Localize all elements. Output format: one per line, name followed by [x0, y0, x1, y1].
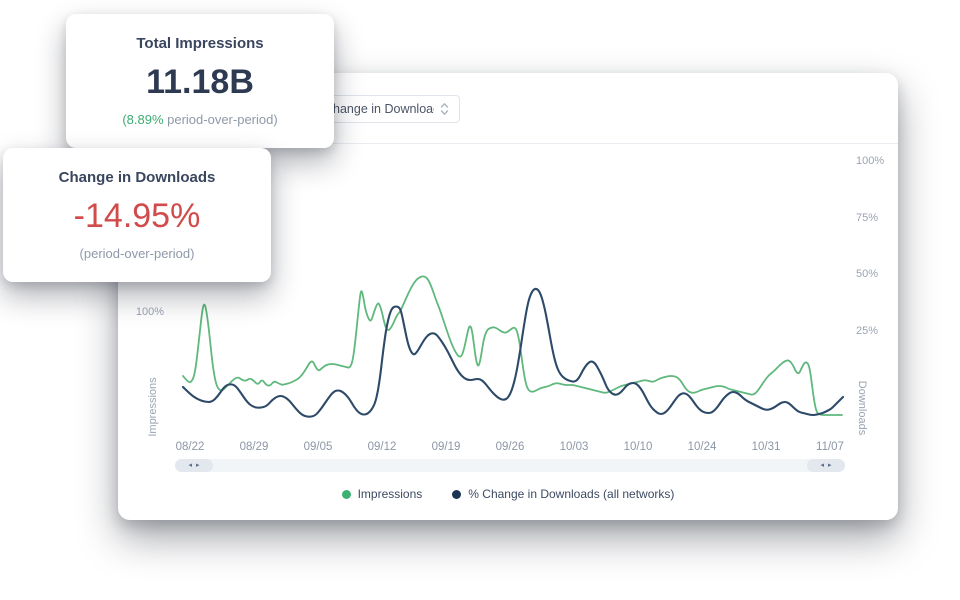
- x-axis-tick: 08/29: [239, 441, 269, 453]
- line-chart: [181, 275, 845, 418]
- chart-legend: Impressions % Change in Downloads (all ne…: [118, 487, 898, 501]
- scroll-arrow-left-icon: ◂: [820, 461, 824, 469]
- total-impressions-value: 11.18B: [146, 63, 254, 101]
- right-axis-tick: 100%: [856, 155, 885, 167]
- scroll-right-button[interactable]: ◂ ▸: [807, 459, 845, 472]
- legend-dot-icon: [452, 489, 462, 499]
- legend-item[interactable]: Impressions: [341, 487, 423, 501]
- scroll-arrow-right-icon: ▸: [828, 461, 832, 469]
- x-axis-tick: 10/24: [687, 441, 717, 453]
- legend-dot-icon: [341, 489, 351, 499]
- legend-label: Impressions: [357, 487, 423, 501]
- metric-select-value: Change in Downloads: [324, 102, 434, 116]
- x-axis-tick: 10/03: [559, 441, 589, 453]
- card-title: Total Impressions: [136, 35, 264, 52]
- x-axis-tick: 09/19: [431, 441, 461, 453]
- metric-select[interactable]: Change in Downloads: [310, 95, 460, 123]
- x-axis-tick: 10/31: [751, 441, 781, 453]
- right-axis-tick: 25%: [856, 324, 879, 337]
- series-line: [182, 275, 843, 416]
- x-axis-tick: 10/10: [623, 441, 653, 453]
- legend-label: % Change in Downloads (all networks): [468, 487, 675, 501]
- legend-item[interactable]: % Change in Downloads (all networks): [452, 487, 674, 501]
- downloads-period-caption: (period-over-period): [79, 246, 195, 261]
- total-impressions-card: Total Impressions 11.18B (8.89% period-o…: [66, 14, 334, 148]
- impressions-delta-percent: (8.89%: [122, 112, 164, 127]
- left-axis-title: Impressions: [147, 377, 159, 437]
- scroll-left-button[interactable]: ◂ ▸: [175, 459, 213, 472]
- x-axis-labels: 08/22 08/29 09/05 09/12 09/19 09/26 10/03 10/10…: [175, 441, 845, 457]
- select-updown-icon: [440, 103, 449, 115]
- downloads-change-value: -14.95%: [73, 197, 201, 235]
- header-divider: [118, 143, 898, 144]
- x-axis-tick: 11/07: [816, 441, 844, 453]
- card-title: Change in Downloads: [58, 169, 216, 186]
- series-line: [181, 287, 845, 418]
- panel-header: Change in Downloads: [118, 73, 898, 143]
- chart-panel: Change in Downloads 100% 100% 75% 50% 25% I…: [118, 73, 898, 520]
- x-axis-tick: 09/26: [495, 441, 525, 453]
- scroll-arrow-left-icon: ◂: [188, 461, 192, 469]
- impressions-period-change: (8.89% period-over-period): [122, 112, 277, 127]
- right-axis-tick: 75%: [856, 211, 879, 224]
- chart-scrollbar[interactable]: ◂ ▸ ◂ ▸: [175, 459, 845, 472]
- chart-plot-area[interactable]: [175, 150, 845, 430]
- change-in-downloads-card: Change in Downloads -14.95% (period-over…: [3, 148, 271, 282]
- right-axis-tick: 50%: [856, 268, 879, 280]
- scroll-arrow-right-icon: ▸: [196, 461, 200, 469]
- x-axis-tick: 09/05: [303, 441, 333, 453]
- x-axis-tick: 09/12: [367, 441, 397, 453]
- left-axis-tick: 100%: [135, 306, 164, 318]
- x-axis-tick: 08/22: [175, 441, 205, 453]
- impressions-delta-suffix: period-over-period): [163, 112, 278, 127]
